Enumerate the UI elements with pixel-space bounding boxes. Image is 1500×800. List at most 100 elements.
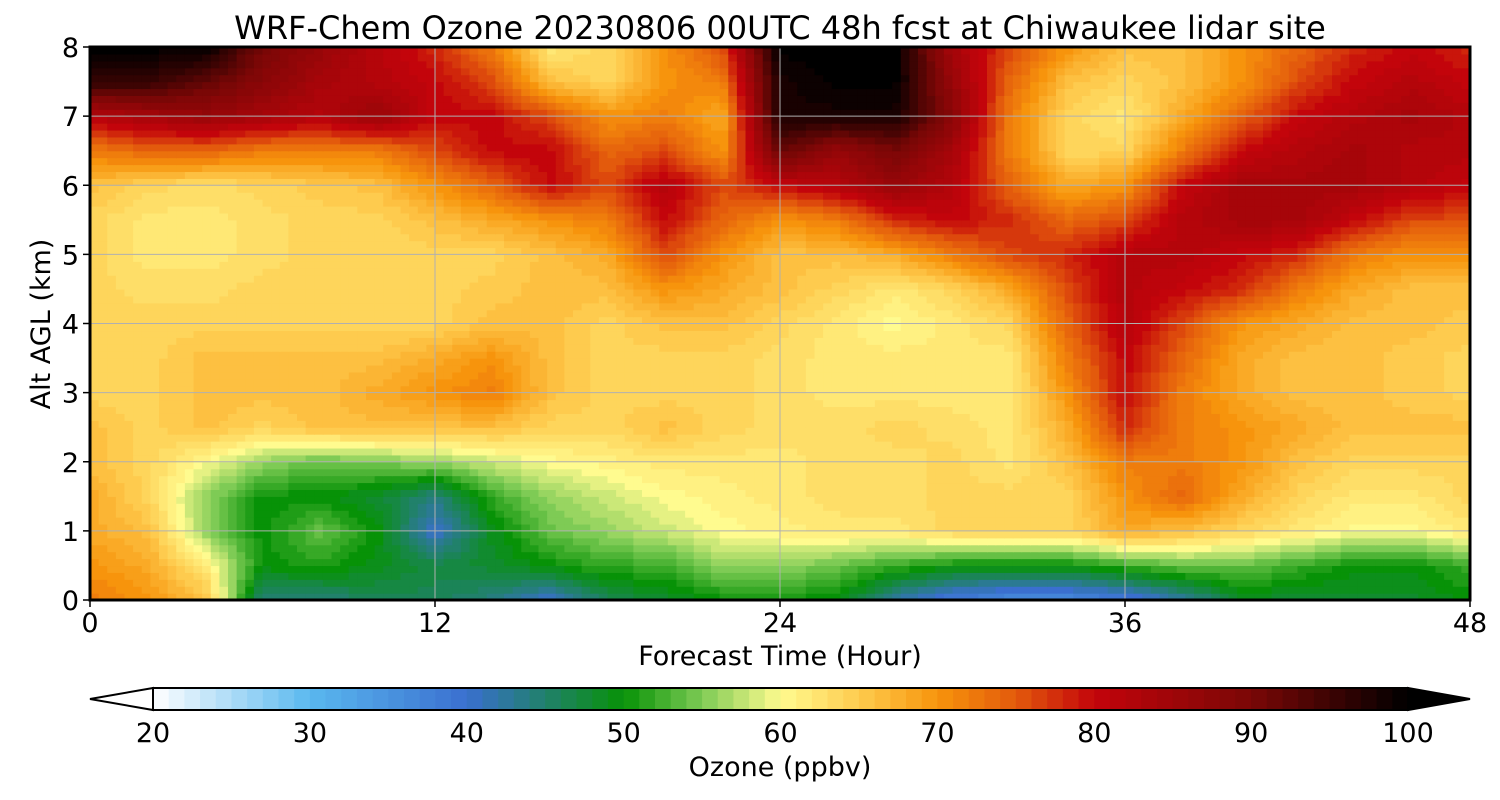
heatmap-cell — [115, 392, 126, 401]
heatmap-cell — [1323, 447, 1333, 456]
heatmap-cell — [348, 454, 358, 463]
heatmap-cell — [935, 399, 945, 408]
heatmap-cell — [391, 551, 402, 560]
heatmap-cell — [279, 441, 289, 449]
heatmap-cell — [702, 558, 712, 567]
heatmap-cell — [1168, 447, 1178, 456]
heatmap-cell — [1409, 413, 1419, 421]
heatmap-cell — [314, 399, 324, 408]
heatmap-cell — [909, 537, 919, 546]
heatmap-cell — [1314, 517, 1324, 525]
heatmap-cell — [883, 586, 893, 594]
heatmap-cell — [1021, 558, 1031, 567]
heatmap-cell — [1349, 482, 1359, 490]
heatmap-cell — [702, 420, 712, 428]
heatmap-cell — [1349, 399, 1359, 408]
heatmap-cell — [452, 427, 462, 435]
heatmap-cell — [486, 420, 496, 428]
heatmap-cell — [521, 565, 531, 573]
heatmap-cell — [780, 475, 790, 484]
heatmap-cell — [1142, 427, 1152, 435]
heatmap-cell — [745, 468, 755, 477]
heatmap-cell — [1245, 468, 1255, 477]
heatmap-cell — [918, 510, 928, 518]
heatmap-cell — [262, 406, 272, 414]
heatmap-cell — [857, 510, 867, 518]
heatmap-cell — [1142, 489, 1152, 497]
heatmap-cell — [926, 413, 936, 421]
heatmap-cell — [900, 468, 910, 477]
heatmap-cell — [1176, 434, 1186, 442]
heatmap-cell — [1280, 447, 1290, 456]
heatmap-cell — [1237, 413, 1247, 421]
heatmap-cell — [1349, 558, 1359, 567]
heatmap-cell — [469, 593, 479, 601]
heatmap-cell — [426, 406, 436, 414]
heatmap-cell — [478, 593, 488, 601]
heatmap-cell — [685, 496, 695, 504]
heatmap-cell — [538, 517, 548, 525]
heatmap-cell — [849, 537, 859, 546]
heatmap-cell — [1357, 468, 1368, 477]
heatmap-cell — [193, 482, 203, 490]
heatmap-cell — [788, 399, 798, 408]
heatmap-cell — [814, 586, 824, 594]
heatmap-cell — [1366, 586, 1376, 594]
heatmap-cell — [814, 468, 824, 477]
heatmap-cell — [1150, 399, 1161, 408]
heatmap-cell — [297, 475, 307, 484]
heatmap-cell — [1073, 441, 1083, 449]
heatmap-cell — [495, 385, 505, 394]
heatmap-cell — [426, 537, 436, 546]
heatmap-cell — [1237, 510, 1247, 518]
heatmap-cell — [452, 551, 462, 560]
heatmap-cell — [236, 482, 246, 490]
heatmap-cell — [1392, 517, 1402, 525]
heatmap-cell — [452, 482, 462, 490]
heatmap-cell — [383, 413, 393, 421]
heatmap-cell — [357, 558, 367, 567]
heatmap-cell — [1444, 461, 1454, 470]
heatmap-cell — [676, 510, 686, 518]
heatmap-cell — [1237, 392, 1247, 401]
heatmap-cell — [892, 434, 902, 442]
heatmap-cell — [1263, 551, 1273, 560]
heatmap-cell — [564, 475, 574, 484]
heatmap-cell — [797, 399, 807, 408]
heatmap-cell — [210, 413, 220, 421]
heatmap-cell — [314, 406, 324, 414]
heatmap-cell — [1263, 572, 1273, 580]
heatmap-cell — [1237, 565, 1247, 573]
heatmap-cell — [1090, 537, 1100, 546]
heatmap-cell — [133, 517, 143, 525]
heatmap-cell — [555, 468, 565, 477]
heatmap-cell — [1461, 482, 1471, 490]
heatmap-cell — [728, 551, 738, 560]
heatmap-cell — [443, 427, 453, 435]
heatmap-cell — [728, 482, 738, 490]
heatmap-cell — [909, 530, 919, 539]
heatmap-cell — [1159, 530, 1169, 539]
heatmap-cell — [918, 558, 928, 567]
heatmap-cell — [176, 544, 186, 553]
heatmap-cell — [538, 489, 548, 497]
heatmap-cell — [788, 482, 798, 490]
heatmap-cell — [124, 530, 134, 539]
heatmap-cell — [650, 392, 660, 401]
heatmap-cell — [590, 385, 600, 394]
heatmap-cell — [253, 406, 264, 414]
heatmap-cell — [141, 551, 151, 560]
heatmap-cell — [564, 447, 574, 456]
heatmap-cell — [1461, 454, 1471, 463]
heatmap-cell — [1263, 503, 1273, 511]
heatmap-cell — [159, 565, 169, 573]
heatmap-cell — [426, 434, 436, 442]
heatmap-cell — [1254, 579, 1264, 587]
heatmap-cell — [805, 530, 816, 539]
heatmap-cell — [383, 420, 393, 428]
heatmap-cell — [1323, 517, 1333, 525]
heatmap-cell — [1237, 482, 1247, 490]
heatmap-cell — [1228, 454, 1238, 463]
heatmap-cell — [1090, 544, 1100, 553]
heatmap-cell — [348, 503, 358, 511]
